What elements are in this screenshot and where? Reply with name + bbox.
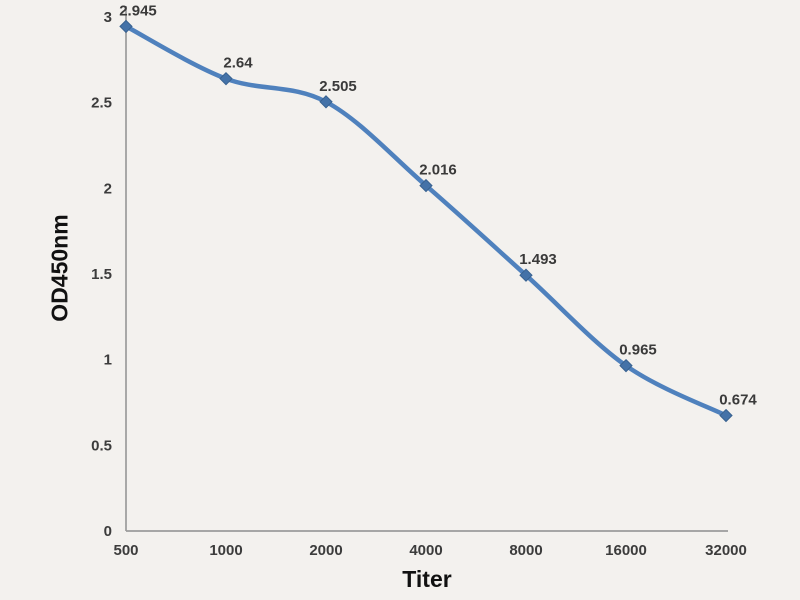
data-point-marker [219, 71, 233, 86]
data-point-label: 2.016 [419, 162, 457, 179]
x-tick-label: 1000 [209, 542, 242, 559]
x-tick-label: 8000 [509, 542, 542, 559]
y-tick-label: 1.5 [91, 266, 112, 283]
data-point-label: 0.674 [719, 392, 757, 409]
data-point-marker [419, 178, 433, 193]
data-point-label: 1.493 [519, 251, 557, 268]
data-point-marker [119, 19, 133, 34]
data-point-label: 2.945 [119, 2, 157, 19]
y-tick-label: 0 [104, 523, 112, 540]
y-tick-label: 0.5 [91, 437, 112, 454]
data-point-label: 2.64 [223, 55, 253, 72]
data-point-marker [719, 408, 733, 423]
data-point-marker [319, 95, 333, 109]
x-tick-label: 4000 [409, 542, 442, 559]
x-tick-label: 500 [113, 542, 138, 559]
y-tick-label: 3 [104, 9, 112, 26]
y-tick-label: 2.5 [91, 95, 112, 112]
data-point-marker [619, 358, 633, 373]
y-axis-title: OD450nm [46, 214, 73, 322]
x-tick-label: 2000 [309, 542, 342, 559]
data-point-label: 0.965 [619, 342, 657, 359]
y-tick-label: 2 [104, 180, 112, 197]
data-point-label: 2.505 [319, 78, 357, 95]
x-axis-title: Titer [402, 566, 452, 592]
data-point-marker [519, 268, 533, 282]
x-tick-label: 16000 [605, 542, 647, 559]
x-tick-label: 32000 [705, 542, 747, 559]
y-tick-label: 1 [104, 352, 112, 369]
